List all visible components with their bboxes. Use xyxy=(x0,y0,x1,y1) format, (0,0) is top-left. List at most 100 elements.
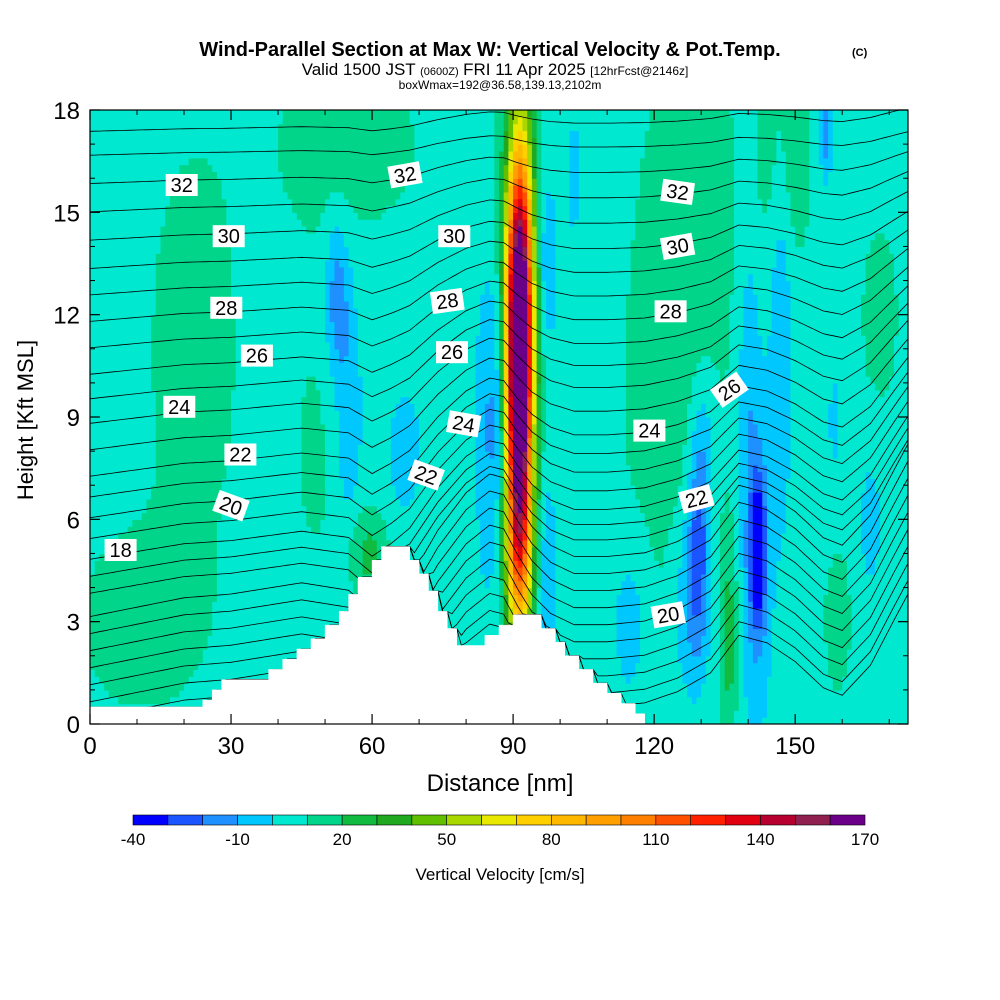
velocity-cell xyxy=(715,635,721,643)
velocity-cell xyxy=(353,567,359,575)
velocity-cell xyxy=(169,676,176,684)
velocity-cell xyxy=(494,614,500,623)
velocity-cell xyxy=(640,669,646,677)
velocity-cell xyxy=(231,553,237,561)
velocity-cell xyxy=(677,594,683,602)
velocity-cell xyxy=(151,648,157,657)
velocity-cell xyxy=(428,526,434,534)
velocity-cell xyxy=(795,608,801,616)
velocity-cell xyxy=(846,587,853,595)
velocity-cell xyxy=(202,601,209,609)
velocity-cell xyxy=(889,635,895,643)
velocity-cell xyxy=(734,642,740,650)
velocity-cell xyxy=(146,655,152,664)
velocity-cell xyxy=(644,669,651,677)
velocity-cell xyxy=(489,539,495,548)
velocity-cell xyxy=(701,648,707,657)
velocity-cell xyxy=(762,669,768,677)
velocity-cell xyxy=(113,662,119,671)
velocity-cell xyxy=(771,662,777,671)
velocity-cell xyxy=(621,608,627,616)
velocity-cell xyxy=(456,539,462,548)
velocity-cell xyxy=(456,601,462,609)
velocity-cell xyxy=(757,621,763,630)
velocity-cell xyxy=(593,655,599,664)
velocity-cell xyxy=(508,614,514,623)
velocity-cell xyxy=(691,669,698,677)
velocity-cell xyxy=(155,532,162,541)
velocity-cell xyxy=(616,573,622,582)
velocity-cell xyxy=(804,696,810,705)
velocity-cell xyxy=(475,539,481,548)
velocity-cell xyxy=(785,587,792,595)
velocity-cell xyxy=(823,601,829,609)
velocity-cell xyxy=(710,703,716,711)
velocity-cell xyxy=(174,546,180,555)
velocity-cell xyxy=(832,655,839,664)
velocity-cell xyxy=(729,573,735,582)
velocity-cell xyxy=(649,669,655,677)
velocity-cell xyxy=(437,601,444,609)
velocity-cell xyxy=(188,560,195,568)
velocity-cell xyxy=(903,703,908,711)
velocity-cell xyxy=(734,560,740,568)
velocity-cell xyxy=(193,662,199,671)
velocity-cell xyxy=(654,717,660,724)
velocity-cell xyxy=(155,546,162,555)
velocity-cell xyxy=(842,594,848,602)
velocity-cell xyxy=(766,532,773,541)
velocity-cell xyxy=(837,635,843,643)
velocity-cell xyxy=(151,601,157,609)
velocity-cell xyxy=(734,696,740,705)
velocity-cell xyxy=(752,573,759,582)
velocity-cell xyxy=(202,526,209,534)
velocity-cell xyxy=(691,580,698,589)
velocity-cell xyxy=(842,614,848,623)
velocity-cell xyxy=(578,573,585,582)
velocity-cell xyxy=(719,532,726,541)
velocity-cell xyxy=(184,683,190,691)
velocity-cell xyxy=(851,614,857,623)
velocity-cell xyxy=(550,546,557,555)
velocity-cell xyxy=(499,601,505,609)
velocity-cell xyxy=(734,648,740,657)
velocity-cell xyxy=(846,703,853,711)
velocity-cell xyxy=(649,642,655,650)
velocity-cell xyxy=(470,573,477,582)
velocity-cell xyxy=(846,567,853,575)
velocity-cell xyxy=(306,539,312,548)
velocity-cell xyxy=(151,628,157,636)
velocity-cell xyxy=(527,539,533,548)
velocity-cell xyxy=(865,601,871,609)
velocity-cell xyxy=(701,703,707,711)
velocity-cell xyxy=(240,573,246,582)
velocity-cell xyxy=(658,587,665,595)
velocity-cell xyxy=(799,587,806,595)
velocity-cell xyxy=(362,526,368,534)
velocity-cell xyxy=(212,614,218,623)
velocity-cell xyxy=(188,532,195,541)
velocity-cell xyxy=(508,587,514,595)
velocity-cell xyxy=(724,648,730,657)
velocity-cell xyxy=(710,683,716,691)
velocity-cell xyxy=(842,696,848,705)
velocity-cell xyxy=(893,635,900,643)
velocity-cell xyxy=(837,717,843,724)
velocity-cell xyxy=(118,601,124,609)
velocity-cell xyxy=(569,621,575,630)
velocity-cell xyxy=(860,648,867,657)
velocity-cell xyxy=(611,648,618,657)
velocity-cell xyxy=(99,635,105,643)
velocity-cell xyxy=(188,580,195,589)
velocity-cell xyxy=(625,614,632,623)
velocity-cell xyxy=(818,621,824,630)
velocity-cell xyxy=(785,539,792,548)
velocity-cell xyxy=(320,532,326,541)
velocity-cell xyxy=(155,669,162,677)
velocity-cell xyxy=(141,532,148,541)
velocity-cell xyxy=(245,635,251,643)
velocity-cell xyxy=(705,635,712,643)
velocity-cell xyxy=(574,532,580,541)
velocity-cell xyxy=(263,662,270,671)
velocity-cell xyxy=(597,642,604,650)
